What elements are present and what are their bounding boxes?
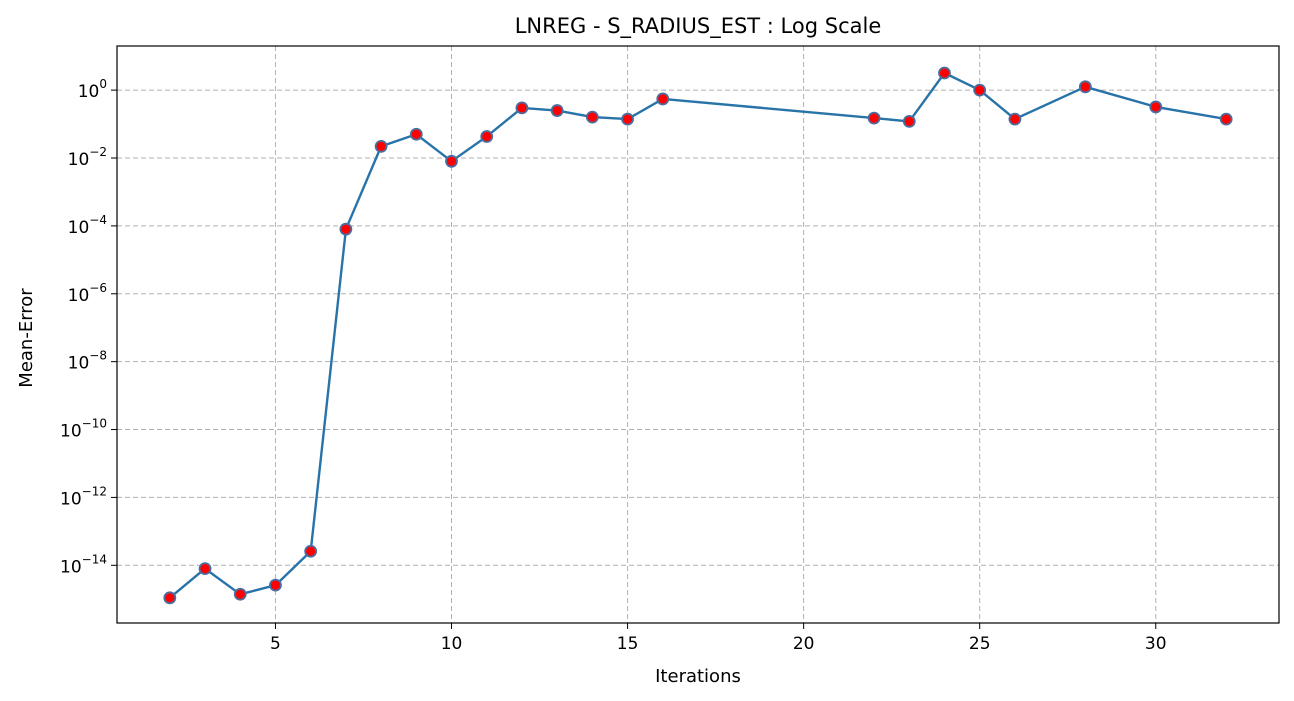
data-point (973, 83, 987, 97)
data-point (163, 591, 177, 605)
x-tick-label: 5 (270, 634, 281, 654)
data-point (374, 139, 388, 153)
x-axis-label: Iterations (655, 666, 741, 687)
series-line (169, 71, 1227, 599)
data-point (480, 130, 494, 143)
data-point (867, 111, 881, 125)
data-point (902, 114, 916, 128)
chart-title: LNREG - S_RADIUS_EST : Log Scale (515, 14, 882, 39)
y-tick-label: 10−14 (60, 552, 107, 577)
y-tick-label: 10−6 (68, 281, 107, 306)
data-point (269, 578, 282, 592)
data-point (515, 101, 529, 115)
y-tick-label: 10−4 (68, 213, 107, 238)
data-point (198, 562, 212, 575)
data-point (304, 544, 318, 558)
y-axis-label: Mean-Error (16, 288, 37, 388)
y-tick-label: 10−12 (60, 484, 107, 509)
data-point (1149, 100, 1163, 114)
data-point (938, 66, 951, 80)
y-tick-label: 10−2 (68, 145, 107, 170)
data-point (233, 587, 247, 601)
data-point (1219, 112, 1233, 126)
data-point (656, 92, 670, 106)
data-point (621, 112, 634, 126)
x-tick-label: 25 (969, 634, 991, 654)
data-point (339, 222, 353, 236)
data-point (550, 104, 564, 117)
grid-lines (117, 46, 1279, 623)
data-point (1008, 112, 1022, 126)
data-point (445, 154, 458, 168)
x-tick-label: 20 (793, 634, 815, 654)
data-points (163, 66, 1233, 605)
x-tick-label: 10 (441, 634, 463, 654)
y-tick-label: 100 (78, 77, 107, 102)
axis-ticks: 5 10 15 20 25 30 100 10−2 10−4 10−6 10−8 10−10 10−12… (60, 77, 1167, 654)
x-tick-label: 30 (1145, 634, 1167, 654)
x-tick-label: 15 (617, 634, 639, 654)
data-point (1078, 80, 1092, 94)
y-tick-label: 10−10 (60, 417, 107, 442)
y-tick-label: 10−8 (68, 349, 107, 374)
data-point (409, 127, 423, 141)
data-point (585, 110, 599, 124)
plot-frame (116, 45, 1280, 624)
